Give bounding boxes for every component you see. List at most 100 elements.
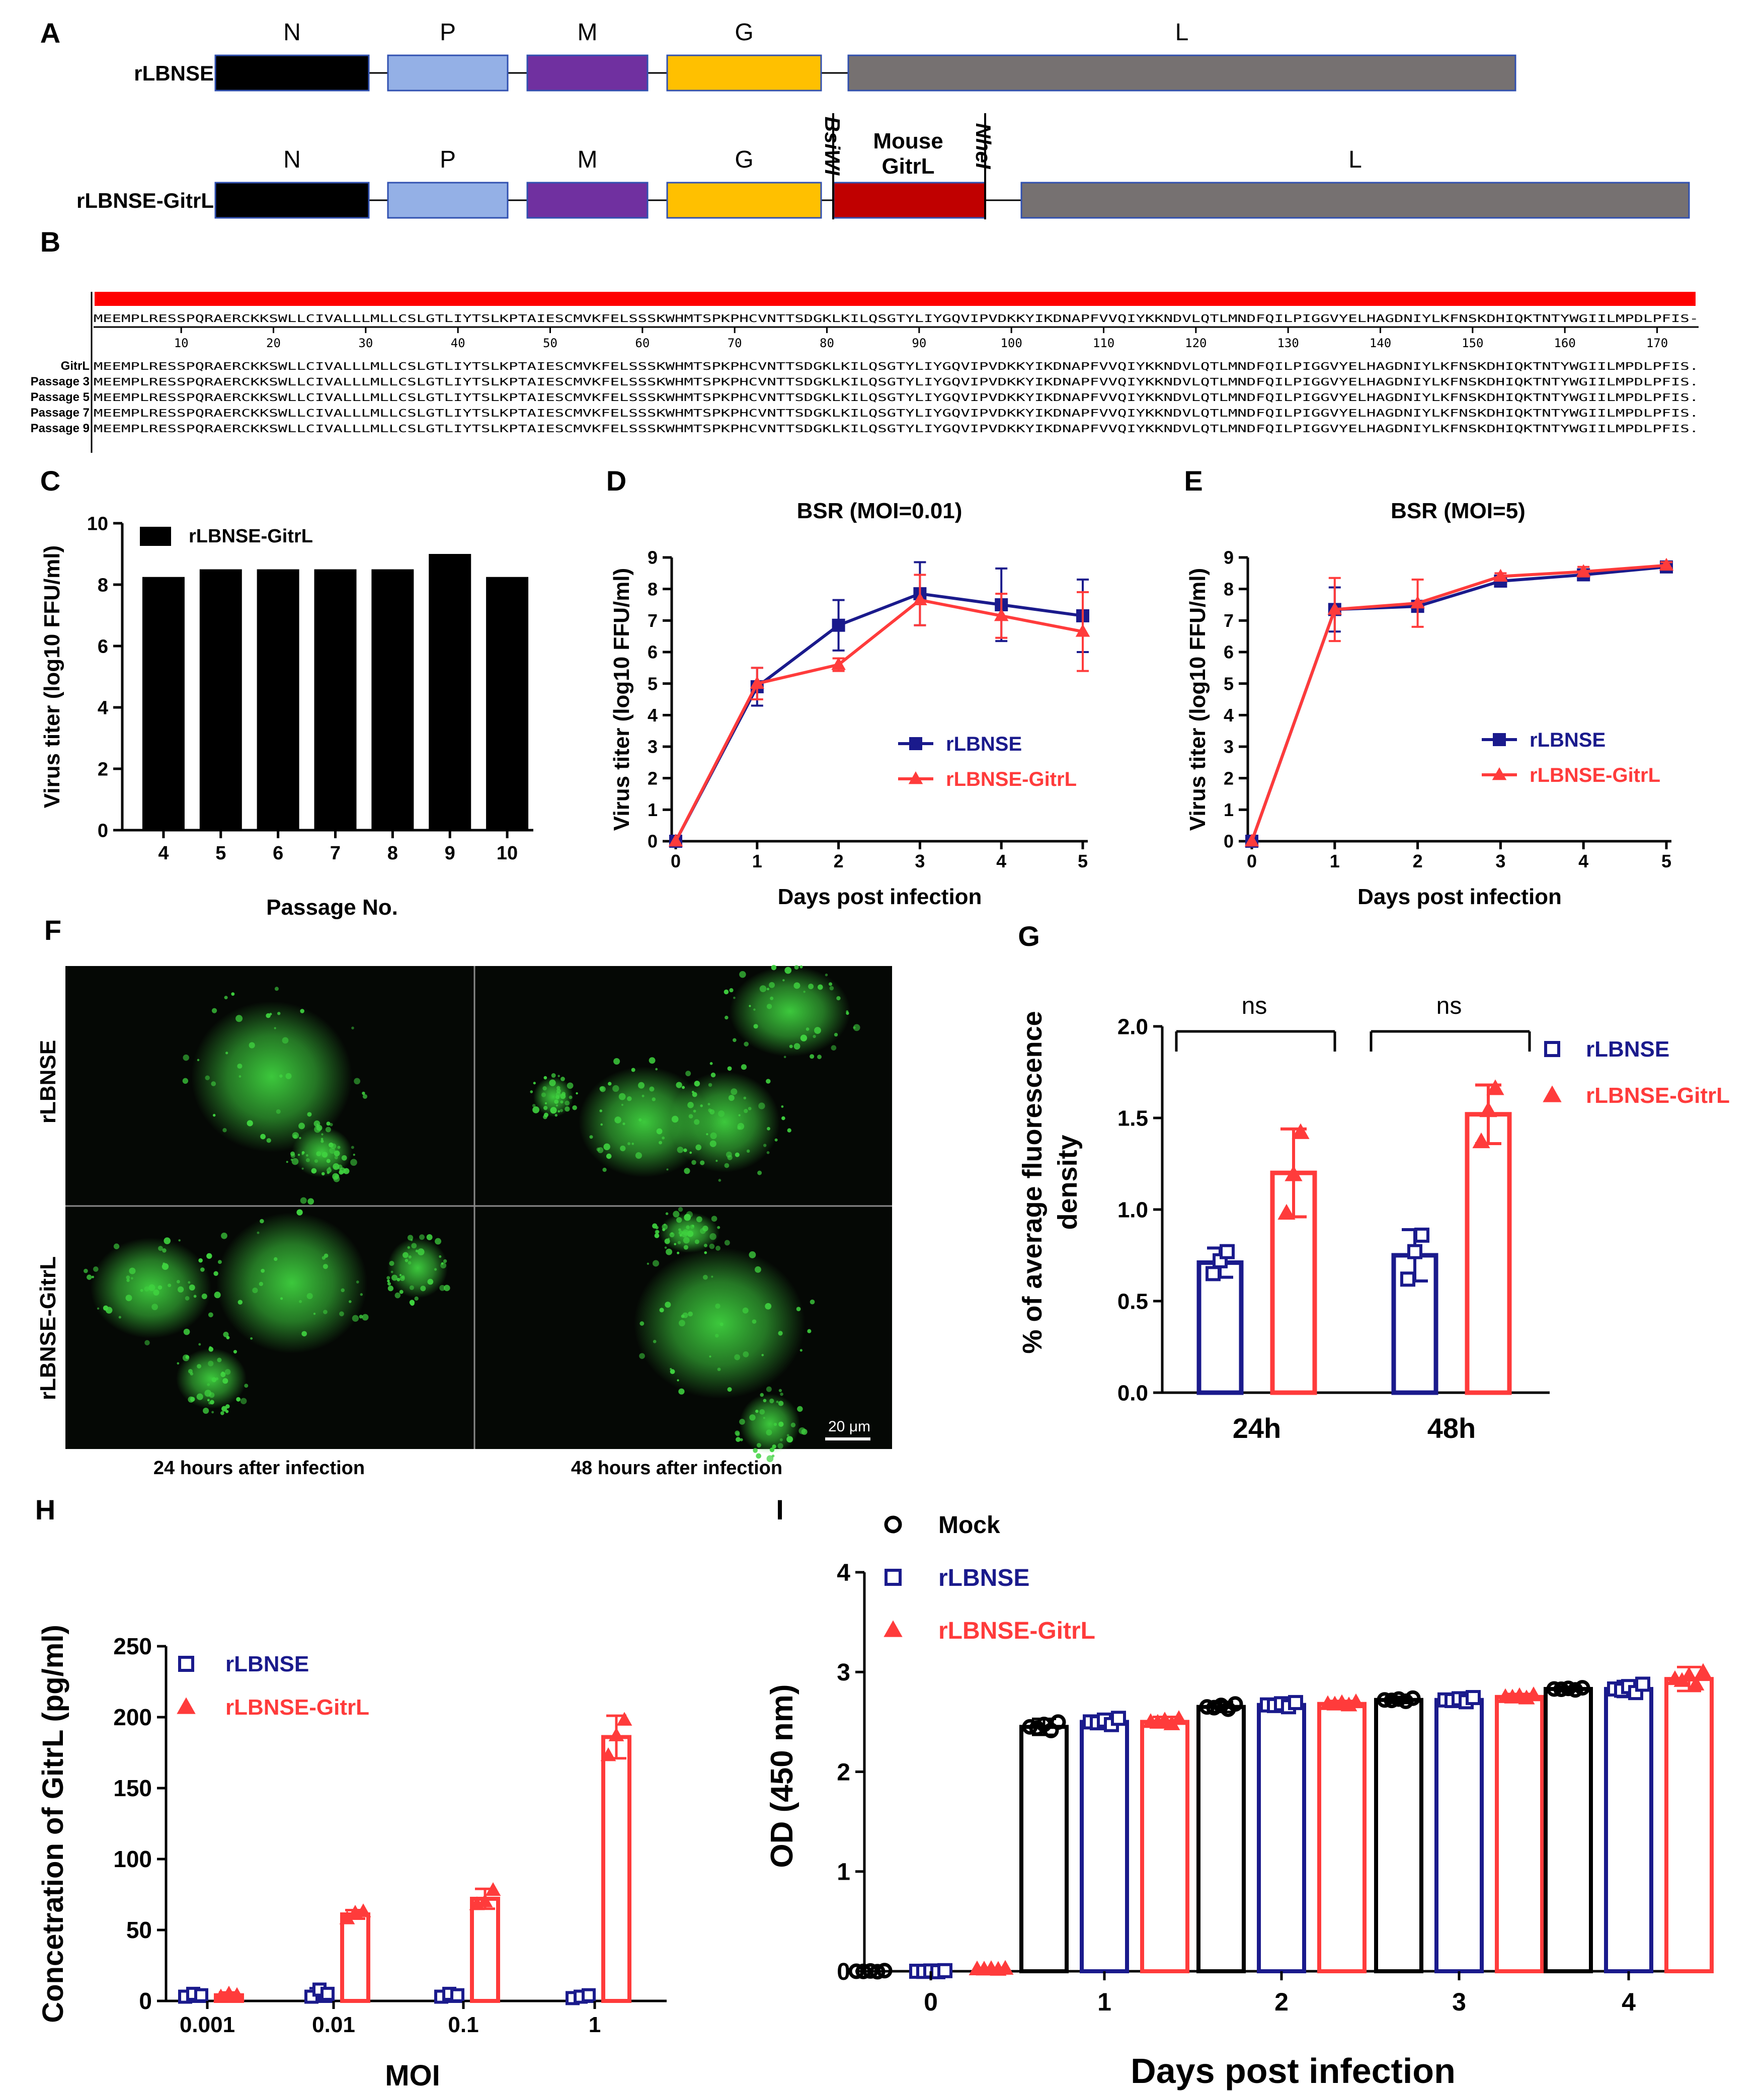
fluorescent-speck xyxy=(279,1074,283,1078)
sequence-row-label: Passage 3 xyxy=(31,375,90,388)
fluorescent-speck xyxy=(235,1015,243,1022)
fluorescent-focus xyxy=(634,1248,805,1399)
fluorescent-speck xyxy=(790,1422,796,1427)
fluorescent-speck xyxy=(639,1321,645,1326)
x-tick-label: 4 xyxy=(1578,851,1588,871)
square-marker xyxy=(1400,1271,1415,1287)
y-tick-label: 0 xyxy=(648,831,658,852)
fluorescent-speck xyxy=(209,1346,212,1349)
fluorescent-speck xyxy=(350,1159,357,1166)
fluorescent-speck xyxy=(87,1274,92,1280)
fluorescent-speck xyxy=(276,1109,281,1114)
fluorescent-speck xyxy=(807,1329,812,1333)
fluorescent-speck xyxy=(334,1156,338,1160)
fluorescent-speck xyxy=(760,1393,764,1397)
fluorescent-speck xyxy=(183,1328,190,1335)
row-label: rLBNSE-GitrL xyxy=(36,1256,60,1400)
x-tick-label: 0 xyxy=(924,1988,938,2016)
gene-label: P xyxy=(440,146,456,173)
fluorescent-speck xyxy=(652,1097,656,1101)
bar xyxy=(486,577,529,830)
fluorescent-speck xyxy=(205,1075,210,1081)
gene-box xyxy=(387,54,509,92)
fluorescent-speck xyxy=(224,996,228,1000)
fluorescent-speck xyxy=(778,1421,784,1427)
x-tick-label: 0.01 xyxy=(312,2013,355,2037)
fluorescent-speck xyxy=(733,996,736,999)
fluorescent-speck xyxy=(320,1140,324,1143)
circle-marker xyxy=(1050,1714,1066,1730)
fluorescent-speck xyxy=(621,1103,624,1106)
fluorescent-speck xyxy=(164,1237,171,1244)
gene-label: M xyxy=(578,146,598,173)
fluorescent-speck xyxy=(321,1133,324,1136)
triangle-marker xyxy=(1277,1203,1296,1220)
fluorescent-speck xyxy=(544,1102,547,1105)
fluorescent-speck xyxy=(779,1438,783,1441)
fluorescent-speck xyxy=(93,1266,99,1272)
y-tick-label: 2 xyxy=(98,759,108,780)
fluorescent-speck xyxy=(183,1054,189,1061)
fluorescent-speck xyxy=(659,1141,663,1145)
fluorescent-speck xyxy=(786,1434,789,1437)
fluorescent-speck xyxy=(678,1388,685,1395)
fluorescent-speck xyxy=(168,1283,172,1288)
fluorescent-speck xyxy=(780,1392,783,1396)
fluorescent-speck xyxy=(291,1158,299,1165)
legend-swatch xyxy=(140,527,171,546)
fluorescent-speck xyxy=(766,1455,774,1463)
triangle-marker xyxy=(1347,1693,1365,1709)
x-tick-label: 1 xyxy=(1330,851,1340,871)
fluorescent-speck xyxy=(743,1096,747,1100)
fluorescent-speck xyxy=(649,1086,655,1092)
fluorescent-speck xyxy=(689,1151,692,1154)
fluorescent-speck xyxy=(702,1274,708,1280)
fluorescent-speck xyxy=(390,1270,393,1273)
fluorescent-speck xyxy=(550,1107,557,1114)
fluorescent-speck xyxy=(719,1322,724,1326)
panel-h: H 0 50 100 150 200 250 0.001 0.01 0.1 1 rLBNSE rLBNS… xyxy=(35,1494,667,2091)
y-tick-label: 5 xyxy=(1224,673,1234,694)
fluorescent-speck xyxy=(207,1399,210,1402)
fluorescent-speck xyxy=(676,1217,682,1223)
fluorescent-speck xyxy=(666,1248,673,1255)
fluorescent-speck xyxy=(682,1229,689,1236)
fluorescent-speck xyxy=(828,982,833,986)
fluorescent-speck xyxy=(209,1400,214,1405)
fluorescent-speck xyxy=(597,1147,604,1153)
fluorescent-speck xyxy=(734,1354,741,1360)
fluorescent-speck xyxy=(298,1122,305,1130)
fluorescent-speck xyxy=(771,964,777,971)
fluorescent-speck xyxy=(711,1216,717,1222)
fluorescent-focus xyxy=(216,1213,367,1353)
gene-box xyxy=(833,182,986,219)
bar xyxy=(371,569,414,830)
fluorescent-speck xyxy=(362,1094,368,1099)
legend-label: rLBNSE-GitrL xyxy=(938,1618,1095,1644)
circle-marker xyxy=(1022,1719,1038,1735)
fluorescent-speck xyxy=(727,1387,732,1392)
fluorescent-speck xyxy=(738,1114,741,1116)
fluorescent-speck xyxy=(684,1168,690,1174)
fluorescent-speck xyxy=(176,1279,180,1283)
fluorescent-speck xyxy=(560,1093,566,1099)
fluorescent-speck xyxy=(789,1044,793,1049)
fluorescent-speck xyxy=(543,1112,548,1117)
fluorescent-speck xyxy=(642,1094,645,1097)
fluorescent-speck xyxy=(756,1453,761,1459)
fluorescent-speck xyxy=(290,1151,295,1156)
fluorescent-speck xyxy=(817,984,823,990)
fluorescent-speck xyxy=(244,1384,249,1388)
fluorescent-speck xyxy=(266,1138,271,1143)
y-tick-label: 1 xyxy=(1224,799,1234,820)
legend-label: rLBNSE-GitrL xyxy=(225,1695,369,1720)
fluorescent-speck xyxy=(659,1308,664,1313)
gene-box xyxy=(214,182,370,219)
y-tick-label: 200 xyxy=(113,1704,152,1730)
fluorescent-speck xyxy=(306,1293,313,1300)
fluorescent-speck xyxy=(217,1357,222,1362)
y-tick-label: 150 xyxy=(113,1775,152,1801)
fluorescent-speck xyxy=(211,1411,214,1414)
fluorescent-speck xyxy=(188,1281,191,1284)
fluorescent-speck xyxy=(193,1295,197,1298)
